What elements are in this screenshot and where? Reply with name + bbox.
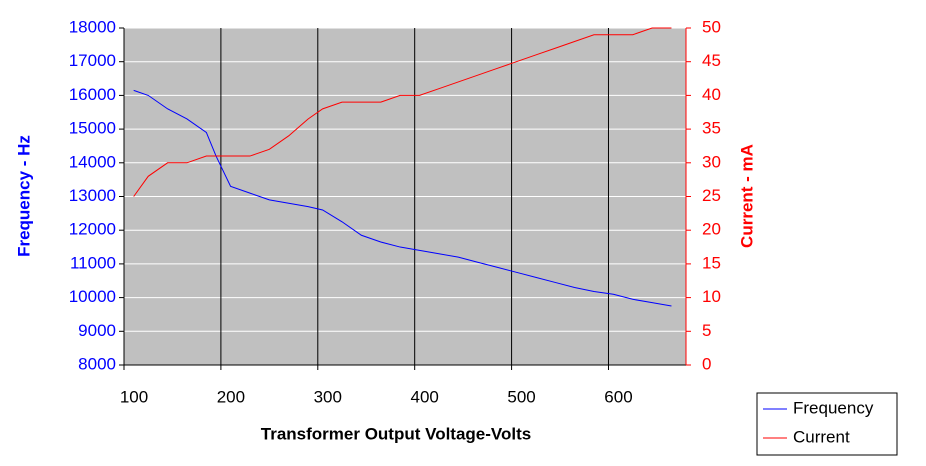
- y2-tick-label: 35: [702, 119, 721, 138]
- y-tick-label: 18000: [69, 17, 116, 36]
- y2-tick-label: 45: [702, 51, 721, 70]
- legend-box: [756, 392, 898, 456]
- y2-tick-label: 15: [702, 253, 721, 272]
- x-tick-label: 500: [507, 387, 535, 406]
- y2-tick-label: 40: [702, 85, 721, 104]
- x-tick-label: 100: [120, 387, 148, 406]
- y-tick-label: 11000: [70, 253, 116, 272]
- y2-tick-label: 25: [702, 186, 721, 205]
- x-axis-title: Transformer Output Voltage-Volts: [261, 424, 531, 443]
- x-tick-label: 200: [217, 387, 245, 406]
- y2-tick-label: 5: [702, 321, 711, 340]
- y-tick-label: 14000: [69, 152, 116, 171]
- y-tick-label: 17000: [69, 51, 116, 70]
- y2-tick-label: 10: [702, 287, 721, 306]
- y2-tick-label: 20: [702, 220, 721, 239]
- legend-label: Frequency: [793, 398, 874, 417]
- series-line: [133, 27, 672, 197]
- y2-tick-label: 30: [702, 152, 721, 171]
- y-tick-label: 10000: [69, 287, 116, 306]
- legend: Frequency Current: [756, 392, 898, 456]
- y-axis-title: Frequency - Hz: [14, 135, 33, 257]
- y2-tick-label: 0: [702, 354, 711, 373]
- y-tick-label: 13000: [69, 186, 116, 205]
- series-line: [133, 89, 672, 307]
- y2-axis-title: Current - mA: [737, 144, 756, 248]
- x-tick-label: 300: [314, 387, 342, 406]
- y-tick-label: 15000: [69, 119, 116, 138]
- x-tick-label: 600: [604, 387, 632, 406]
- y-tick-label: 16000: [69, 85, 116, 104]
- y2-tick-label: 50: [702, 17, 721, 36]
- y-tick-label: 8000: [78, 354, 116, 373]
- y-tick-label: 9000: [78, 321, 116, 340]
- legend-label: Current: [793, 427, 850, 446]
- y-tick-label: 12000: [69, 220, 116, 239]
- x-tick-label: 400: [411, 387, 439, 406]
